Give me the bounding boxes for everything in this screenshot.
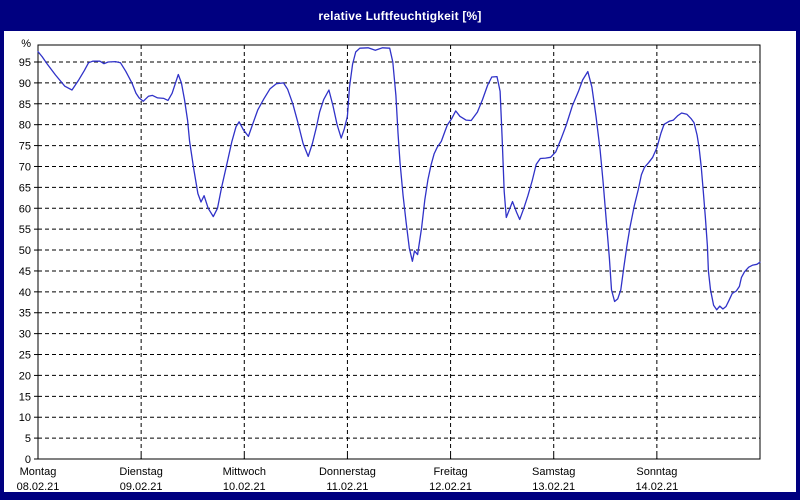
- y-tick-label: 15: [19, 391, 31, 403]
- title-bar: relative Luftfeuchtigkeit [%]: [0, 0, 800, 31]
- y-tick-label: 95: [19, 57, 31, 69]
- y-tick-label: 45: [19, 266, 31, 278]
- y-tick-label: 65: [19, 182, 31, 194]
- x-date-label: 10.02.21: [223, 481, 266, 492]
- y-tick-label: 25: [19, 350, 31, 362]
- y-tick-label: 0: [25, 454, 31, 466]
- y-tick-label: 10: [19, 412, 31, 424]
- y-tick-label: 40: [19, 287, 31, 299]
- humidity-chart: 0 5 10 15 20 25 30 35 40 45 50 55 60 65 70 75 80 85 90 95% M…: [17, 38, 761, 492]
- y-tick-label: 70: [19, 161, 31, 173]
- y-tick-label: 85: [19, 99, 31, 111]
- x-day-label: Mittwoch: [223, 466, 266, 478]
- x-date-label: 13.02.21: [532, 481, 575, 492]
- x-day-label: Donnerstag: [319, 466, 376, 478]
- y-tick-label: 30: [19, 329, 31, 341]
- x-day-label: Freitag: [433, 466, 467, 478]
- y-axis-unit-label: %: [21, 38, 31, 50]
- x-day-label: Sonntag: [636, 466, 677, 478]
- window-title: relative Luftfeuchtigkeit [%]: [318, 8, 482, 23]
- y-tick-label: 35: [19, 308, 31, 320]
- x-day-label: Montag: [20, 466, 57, 478]
- plot-border: [37, 44, 761, 460]
- y-tick-label: 80: [19, 120, 31, 132]
- x-day-label: Samstag: [532, 466, 575, 478]
- y-tick-label: 50: [19, 245, 31, 257]
- x-date-label: 14.02.21: [635, 481, 678, 492]
- x-date-label: 09.02.21: [120, 481, 163, 492]
- x-date-label: 11.02.21: [326, 481, 368, 492]
- y-tick-label: 90: [19, 78, 31, 90]
- x-day-label: Dienstag: [119, 466, 162, 478]
- y-tick-label: 60: [19, 203, 31, 215]
- y-tick-label: 5: [25, 433, 31, 445]
- y-tick-label: 75: [19, 141, 31, 153]
- y-tick-label: 20: [19, 370, 31, 382]
- x-date-label: 12.02.21: [429, 481, 472, 492]
- y-tick-label: 55: [19, 224, 31, 236]
- humidity-line: [37, 47, 761, 311]
- chart-canvas: 0 5 10 15 20 25 30 35 40 45 50 55 60 65 70 75 80 85 90 95% M…: [4, 31, 796, 492]
- x-date-label: 08.02.21: [17, 481, 60, 492]
